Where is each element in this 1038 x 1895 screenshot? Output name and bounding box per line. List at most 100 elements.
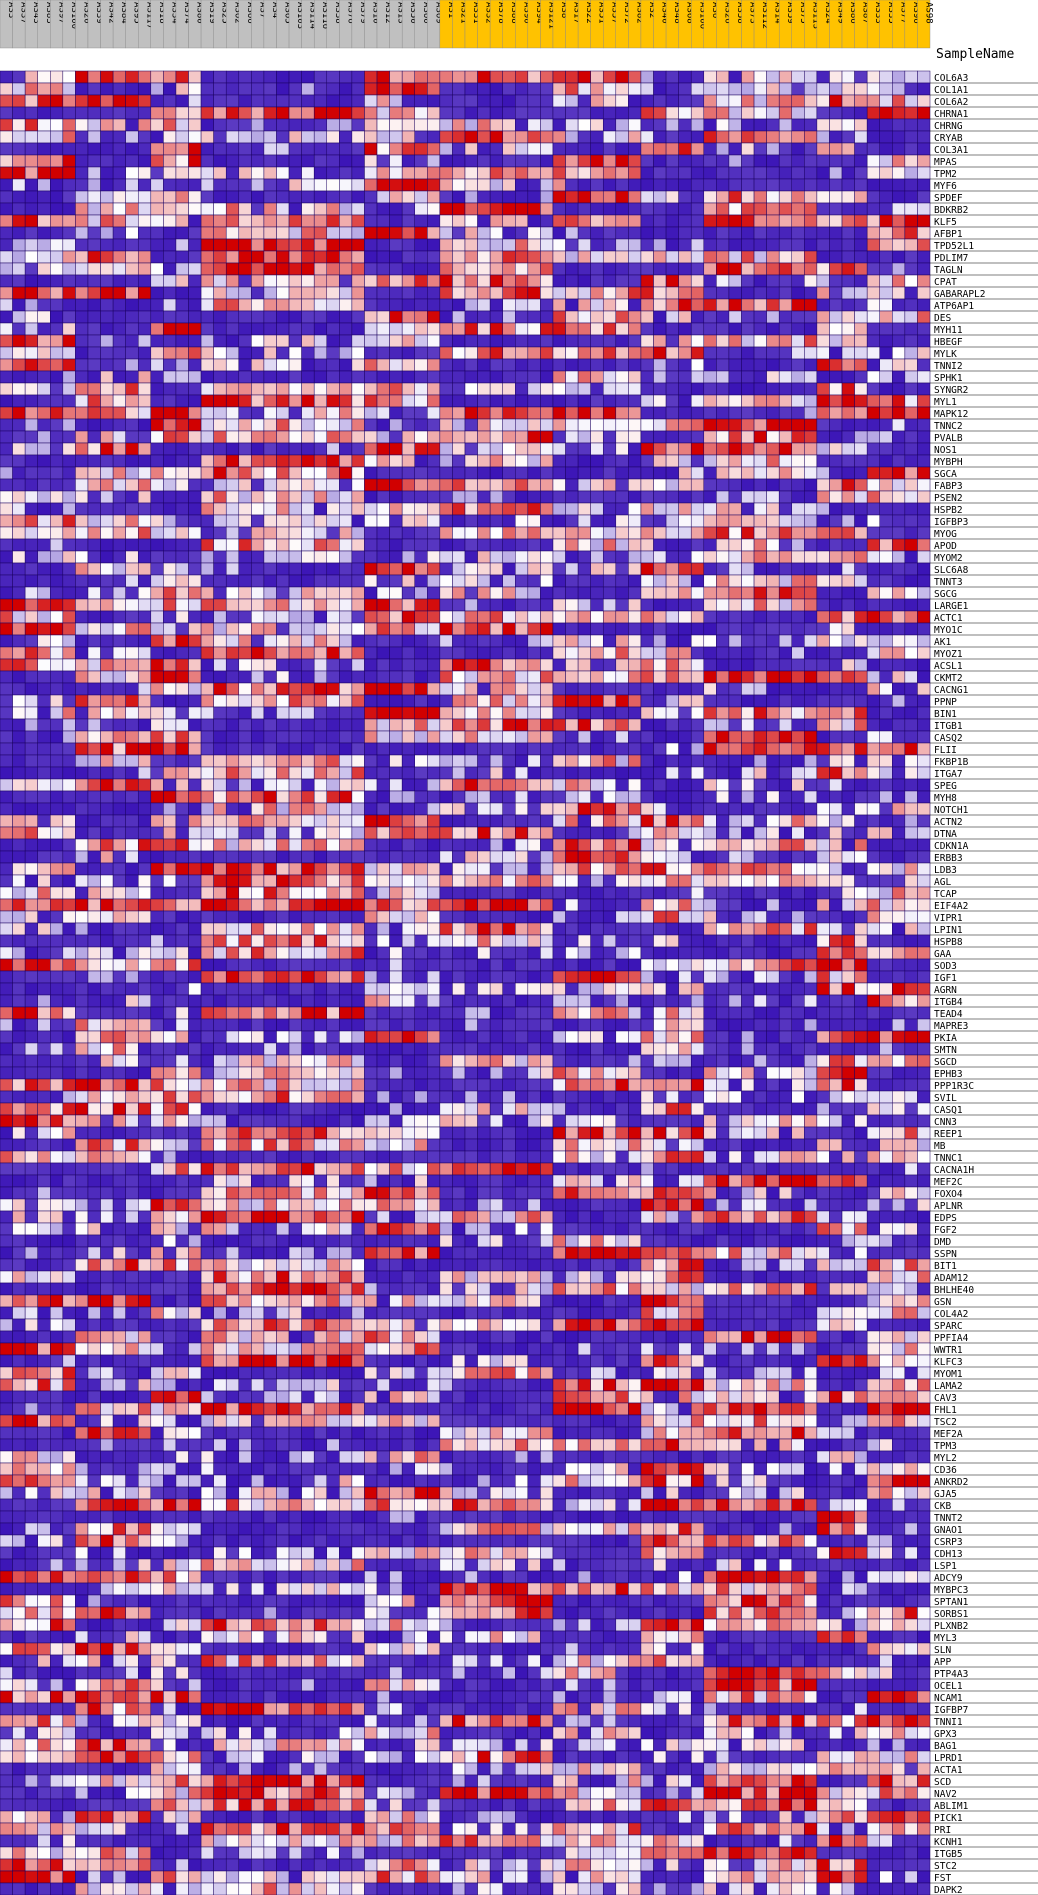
heatmap-cell xyxy=(401,226,415,240)
heatmap-cell xyxy=(288,466,302,480)
heatmap-cell xyxy=(125,838,139,852)
heatmap-cell xyxy=(464,790,478,804)
heatmap-cell xyxy=(804,274,818,288)
heatmap-cell xyxy=(565,178,579,192)
heatmap-cell xyxy=(288,610,302,624)
heatmap-cell xyxy=(590,622,604,636)
heatmap-cell xyxy=(804,478,818,492)
heatmap-cell xyxy=(75,334,89,348)
heatmap-cell xyxy=(854,562,868,576)
heatmap-cell xyxy=(477,310,491,324)
heatmap-cell xyxy=(175,706,189,720)
heatmap-cell xyxy=(439,598,453,612)
heatmap-cell xyxy=(804,166,818,180)
heatmap-cell xyxy=(263,106,277,120)
heatmap-cell xyxy=(364,706,378,720)
heatmap-cell xyxy=(741,310,755,324)
heatmap-cell xyxy=(753,646,767,660)
heatmap-cell xyxy=(841,766,855,780)
heatmap-cell xyxy=(565,490,579,504)
heatmap-cell xyxy=(615,454,629,468)
heatmap-cell xyxy=(791,766,805,780)
heatmap-cell xyxy=(477,358,491,372)
heatmap-cell xyxy=(502,658,516,672)
heatmap-cell xyxy=(100,274,114,288)
heatmap-cell xyxy=(778,598,793,612)
heatmap-cell xyxy=(741,250,755,264)
heatmap-cell xyxy=(313,70,328,84)
heatmap-cell xyxy=(590,298,604,312)
heatmap-cell xyxy=(137,358,152,372)
heatmap-cell xyxy=(225,610,240,624)
heatmap-cell xyxy=(12,754,26,768)
heatmap-cell xyxy=(339,586,353,600)
heatmap-cell xyxy=(427,382,441,396)
heatmap-cell xyxy=(766,142,780,156)
heatmap-cell xyxy=(200,706,214,720)
heatmap-cell xyxy=(351,226,365,240)
heatmap-cell xyxy=(565,94,579,108)
heatmap-cell xyxy=(137,562,152,576)
heatmap-cell xyxy=(62,838,76,852)
heatmap-cell xyxy=(577,838,591,852)
heatmap-cell xyxy=(150,526,164,540)
heatmap-cell xyxy=(188,106,202,120)
heatmap-cell xyxy=(540,166,554,180)
heatmap-cell xyxy=(778,94,793,108)
heatmap-cell xyxy=(263,286,277,300)
heatmap-cell xyxy=(414,610,428,624)
heatmap-cell xyxy=(665,538,679,552)
heatmap-cell xyxy=(829,742,843,756)
heatmap-cell xyxy=(24,814,38,828)
heatmap-cell xyxy=(515,202,529,216)
heatmap-cell xyxy=(791,322,805,336)
heatmap-cell xyxy=(515,238,529,252)
heatmap-cell xyxy=(628,142,642,156)
heatmap-cell xyxy=(339,658,353,672)
heatmap-cell xyxy=(816,442,830,456)
heatmap-cell xyxy=(841,838,855,852)
heatmap-cell xyxy=(389,586,403,600)
heatmap-cell xyxy=(326,118,340,132)
heatmap-cell xyxy=(678,310,692,324)
heatmap-cell xyxy=(62,478,76,492)
heatmap-cell xyxy=(602,154,617,168)
heatmap-cell xyxy=(414,850,428,864)
heatmap-cell xyxy=(615,322,629,336)
heatmap-cell xyxy=(540,334,554,348)
heatmap-cell xyxy=(87,430,101,444)
heatmap-cell xyxy=(175,550,189,564)
heatmap-cell xyxy=(112,550,126,564)
heatmap-cell xyxy=(263,142,277,156)
heatmap-cell xyxy=(50,130,64,144)
heatmap-cell xyxy=(628,178,642,192)
heatmap-cell xyxy=(628,526,642,540)
heatmap-cell xyxy=(364,682,378,696)
heatmap-cell xyxy=(301,766,315,780)
heatmap-cell xyxy=(0,262,13,276)
heatmap-cell xyxy=(741,106,755,120)
heatmap-cell xyxy=(741,262,755,276)
heatmap-cell xyxy=(577,94,591,108)
heatmap-cell xyxy=(288,202,302,216)
heatmap-cell xyxy=(489,514,503,528)
heatmap-cell xyxy=(364,694,378,708)
heatmap-cell xyxy=(502,250,516,264)
heatmap-cell xyxy=(125,694,139,708)
heatmap-cell xyxy=(313,442,328,456)
heatmap-cell xyxy=(854,70,868,84)
heatmap-cell xyxy=(477,82,491,96)
heatmap-cell xyxy=(515,190,529,204)
heatmap-cell xyxy=(301,70,315,84)
heatmap-cell xyxy=(163,346,177,360)
heatmap-cell xyxy=(477,202,491,216)
heatmap-cell xyxy=(716,130,730,144)
heatmap-cell xyxy=(200,466,214,480)
heatmap-cell xyxy=(112,730,126,744)
heatmap-cell xyxy=(175,310,189,324)
heatmap-cell xyxy=(552,382,566,396)
heatmap-cell xyxy=(238,202,252,216)
heatmap-cell xyxy=(175,838,189,852)
heatmap-cell xyxy=(527,250,541,264)
heatmap-cell xyxy=(137,538,152,552)
